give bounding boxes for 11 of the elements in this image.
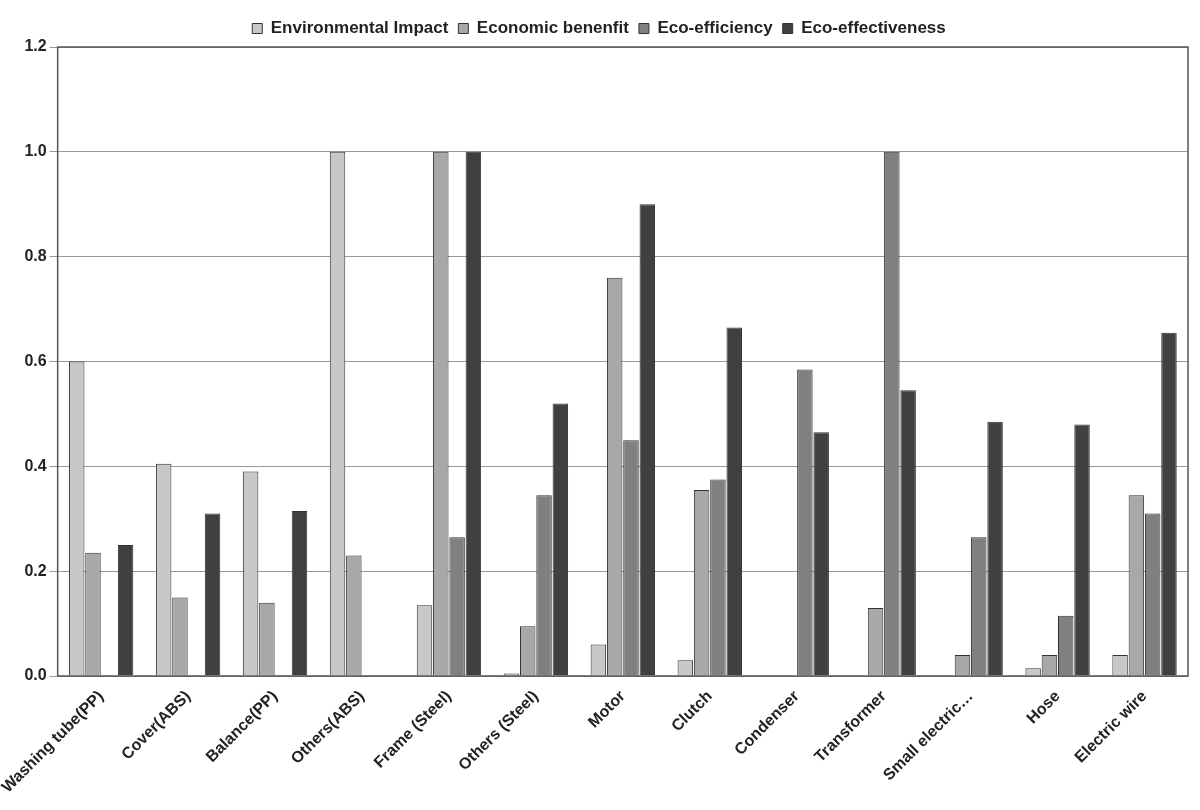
legend-label: Eco-efficiency — [657, 18, 774, 38]
legend-label: Economic benenfit — [476, 18, 630, 38]
y-tick-label: 0.0 — [24, 666, 47, 684]
y-tick-label: 0.8 — [24, 247, 47, 265]
y-tick-label: 1.0 — [24, 142, 47, 160]
y-tick-label: 1.2 — [24, 37, 47, 55]
legend-label: Eco-effectiveness — [801, 18, 946, 38]
y-tick-label: 0.4 — [24, 456, 47, 474]
y-tick-label: 0.2 — [24, 561, 47, 579]
y-tick-label: 0.6 — [24, 351, 47, 369]
legend-label: Environmental Impact — [270, 18, 449, 38]
